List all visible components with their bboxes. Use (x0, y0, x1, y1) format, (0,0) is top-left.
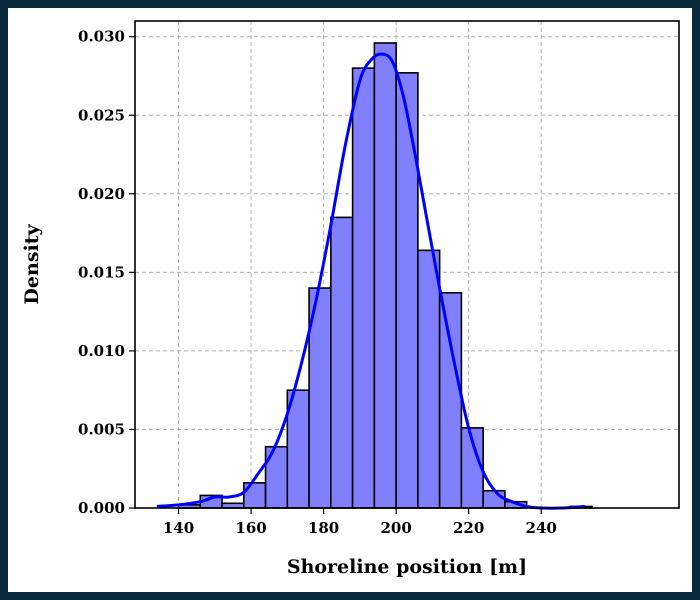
y-axis: 0.000 0.005 0.010 0.015 0.020 0.025 0.030 (78, 28, 135, 517)
histogram-bar (417, 249, 441, 509)
x-tick-label: 180 (308, 519, 339, 537)
histogram-bar (373, 42, 397, 509)
x-tick-label: 220 (453, 519, 484, 537)
histogram-bar (351, 67, 376, 509)
x-axis: 140 160 180 200 220 240 (163, 508, 557, 537)
y-tick-label: 0.010 (78, 342, 125, 360)
y-tick-label: 0.025 (78, 106, 125, 124)
x-tick-label: 200 (380, 519, 411, 537)
y-tick-label: 0.015 (78, 263, 125, 281)
figure: 140 160 180 200 220 240 0.000 0.005 0.010 0.015 0… (8, 8, 692, 592)
kde-curve (156, 52, 585, 510)
x-axis-title: Shoreline position [m] (287, 556, 527, 578)
y-tick-label: 0.000 (78, 499, 125, 517)
x-tick-label: 140 (163, 519, 194, 537)
histogram-bars (177, 42, 593, 509)
y-tick-label: 0.005 (78, 420, 125, 438)
histogram-bar (482, 489, 506, 509)
histogram-bar (330, 216, 354, 509)
kde-curve-group (156, 52, 585, 510)
y-tick-label: 0.030 (78, 28, 125, 46)
x-tick-label: 240 (526, 519, 557, 537)
x-tick-label: 160 (235, 519, 266, 537)
histogram-chart: 140 160 180 200 220 240 0.0000.0050.0100.0150… (21, 20, 680, 578)
plot-frame (134, 20, 680, 509)
y-axis-title: Density (21, 223, 43, 304)
histogram-bar (395, 72, 419, 509)
histogram-bar (438, 291, 463, 509)
y-tick-label: 0.020 (78, 185, 125, 203)
